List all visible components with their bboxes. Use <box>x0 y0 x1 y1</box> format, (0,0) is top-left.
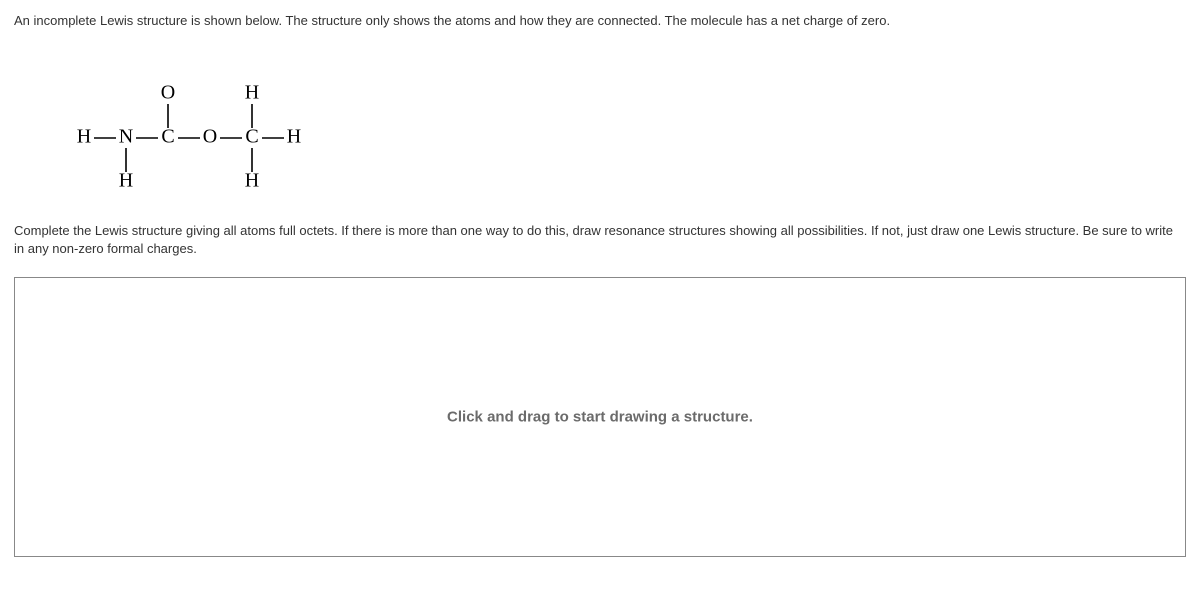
atom-o: O <box>203 126 217 148</box>
atom-o: O <box>161 82 175 104</box>
lewis-structure-skeleton: H N C O C H O H H H <box>54 48 1186 202</box>
atom-c: C <box>245 126 258 148</box>
atom-h: H <box>77 126 91 148</box>
instruction-top: An incomplete Lewis structure is shown b… <box>14 12 1186 30</box>
atom-h: H <box>119 170 133 192</box>
atom-h: H <box>287 126 301 148</box>
instruction-bottom: Complete the Lewis structure giving all … <box>14 222 1186 258</box>
atom-n: N <box>119 126 133 148</box>
structure-svg: H N C O C H O H H H <box>64 68 344 198</box>
drawing-canvas[interactable]: Click and drag to start drawing a struct… <box>14 277 1186 557</box>
drawing-canvas-placeholder: Click and drag to start drawing a struct… <box>447 408 753 425</box>
atom-c: C <box>161 126 174 148</box>
atom-h: H <box>245 82 259 104</box>
atom-h: H <box>245 170 259 192</box>
